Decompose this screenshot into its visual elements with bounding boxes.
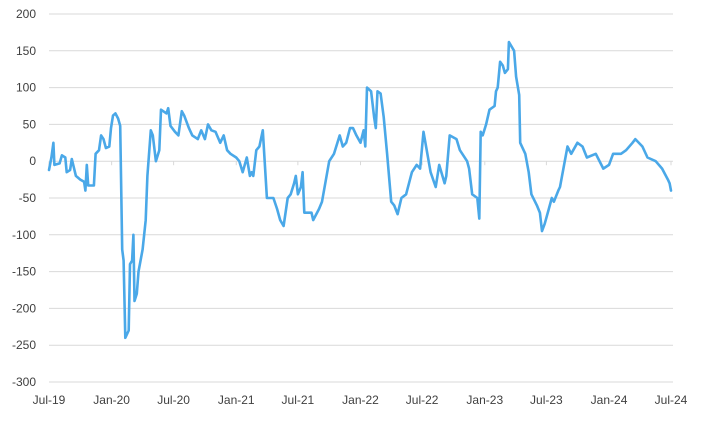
y-tick-label: 100 [16, 81, 36, 95]
series-line [47, 40, 673, 340]
series-group [47, 40, 673, 340]
x-tick-label: Jan-22 [342, 393, 379, 407]
x-axis-tick-labels: Jul-19 Jan-20 Jul-20 Jan-21 Jul-21 Jan-22 Jul-… [33, 393, 688, 407]
y-tick-label: 150 [16, 44, 36, 58]
x-tick-label: Jul-19 [33, 393, 66, 407]
x-tick-label: Jul-22 [406, 393, 439, 407]
x-tick-label: Jan-20 [93, 393, 130, 407]
y-axis-tick-labels: 200 150 100 50 0 -50 -100 -150 -200 -250 -300 [12, 7, 36, 389]
x-tick-label: Jul-21 [282, 393, 315, 407]
y-tick-label: 0 [29, 154, 36, 168]
x-tick-label: Jan-24 [591, 393, 628, 407]
y-tick-label: -150 [12, 265, 36, 279]
y-tick-label: -200 [12, 301, 36, 315]
gridlines [48, 13, 673, 383]
y-tick-label: -250 [12, 338, 36, 352]
y-tick-label: -300 [12, 375, 36, 389]
x-tick-label: Jul-23 [530, 393, 563, 407]
y-tick-label: 50 [23, 117, 37, 131]
y-tick-label: -50 [19, 191, 37, 205]
x-tick-label: Jul-20 [157, 393, 190, 407]
x-tick-label: Jan-21 [218, 393, 255, 407]
y-tick-label: 200 [16, 7, 36, 21]
x-tick-label: Jan-23 [466, 393, 503, 407]
y-tick-label: -100 [12, 228, 36, 242]
x-tick-label: Jul-24 [655, 393, 688, 407]
